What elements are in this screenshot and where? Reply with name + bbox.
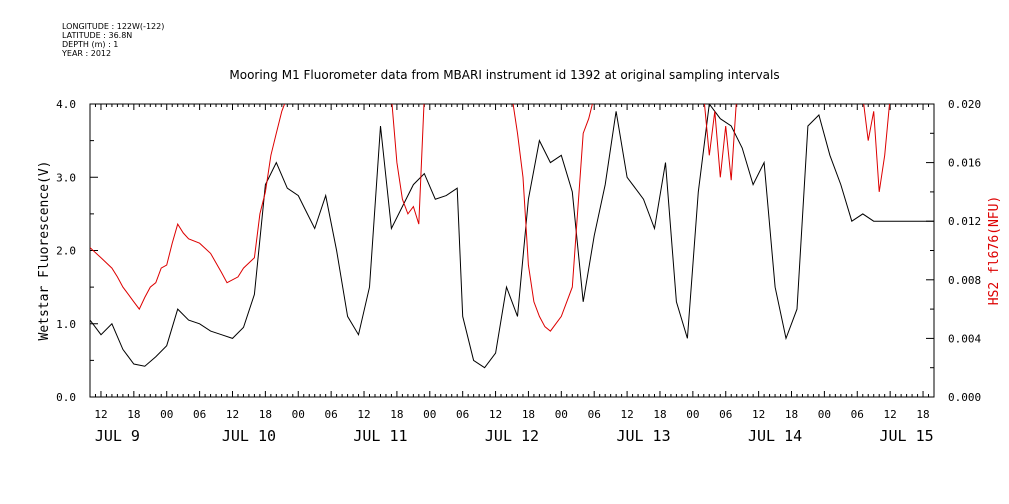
- x-tick-label: 12: [620, 408, 633, 421]
- y-right-tick-label: 0.020: [948, 98, 981, 111]
- series-hs2-line-segment: [863, 104, 891, 192]
- x-day-label: JUL 15: [880, 427, 934, 445]
- x-tick-label: 06: [588, 408, 601, 421]
- y-left-tick-label: 0.0: [56, 391, 76, 404]
- x-tick-label: 18: [390, 408, 403, 421]
- x-tick-label: 06: [719, 408, 732, 421]
- x-tick-label: 12: [226, 408, 239, 421]
- y-left-tick-label: 2.0: [56, 245, 76, 258]
- x-tick-label: 00: [686, 408, 699, 421]
- x-tick-label: 12: [884, 408, 897, 421]
- x-tick-label: 12: [94, 408, 107, 421]
- x-tick-label: 06: [456, 408, 469, 421]
- year-label: YEAR : 2012: [62, 49, 112, 58]
- x-tick-label: 06: [325, 408, 338, 421]
- x-day-label: JUL 11: [353, 427, 407, 445]
- x-day-label: JUL 14: [748, 427, 802, 445]
- x-day-label: JUL 13: [616, 427, 670, 445]
- x-tick-label: 06: [193, 408, 206, 421]
- plot-frame: [89, 103, 935, 398]
- y-right-tick-label: 0.012: [948, 215, 981, 228]
- y-right-tick-label: 0.016: [948, 157, 981, 170]
- x-tick-label: 00: [818, 408, 831, 421]
- x-tick-label: 18: [522, 408, 535, 421]
- x-tick-label: 12: [489, 408, 502, 421]
- series-hs2-line-segment: [512, 104, 593, 332]
- x-day-label: JUL 9: [95, 427, 140, 445]
- x-tick-label: 00: [160, 408, 173, 421]
- series-hs2-line-segment: [703, 104, 737, 181]
- y-right-tick-label: 0.004: [948, 332, 981, 345]
- y-left-tick-label: 4.0: [56, 98, 76, 111]
- x-tick-label: 00: [423, 408, 436, 421]
- longitude-label: LONGITUDE : 122W(-122): [62, 22, 165, 31]
- series-hs2-line-segment: [391, 104, 425, 225]
- x-tick-label: 00: [555, 408, 568, 421]
- x-tick-label: 00: [292, 408, 305, 421]
- series-wetstar-line: [90, 104, 934, 369]
- x-tick-label: 06: [851, 408, 864, 421]
- x-tick-label: 18: [127, 408, 140, 421]
- latitude-label: LATITUDE : 36.8N: [62, 31, 133, 40]
- y-right-tick-label: 0.000: [948, 391, 981, 404]
- y-left-axis-label: Wetstar Fluorescence(V): [37, 160, 52, 340]
- depth-label: DEPTH (m) : 1: [62, 40, 119, 49]
- y-right-axis-label: HS2 fl676(NFU): [987, 196, 1002, 306]
- x-day-label: JUL 12: [485, 427, 539, 445]
- x-tick-label: 12: [752, 408, 765, 421]
- series-hs2-line-segment: [90, 104, 286, 311]
- x-tick-label: 18: [785, 408, 798, 421]
- x-tick-label: 18: [916, 408, 929, 421]
- chart-title: Mooring M1 Fluorometer data from MBARI i…: [229, 68, 780, 82]
- x-tick-label: 18: [259, 408, 272, 421]
- y-right-tick-label: 0.008: [948, 274, 981, 287]
- y-left-tick-label: 3.0: [56, 171, 76, 184]
- x-tick-label: 18: [653, 408, 666, 421]
- x-tick-label: 12: [357, 408, 370, 421]
- x-day-label: JUL 10: [222, 427, 276, 445]
- y-left-tick-label: 1.0: [56, 318, 76, 331]
